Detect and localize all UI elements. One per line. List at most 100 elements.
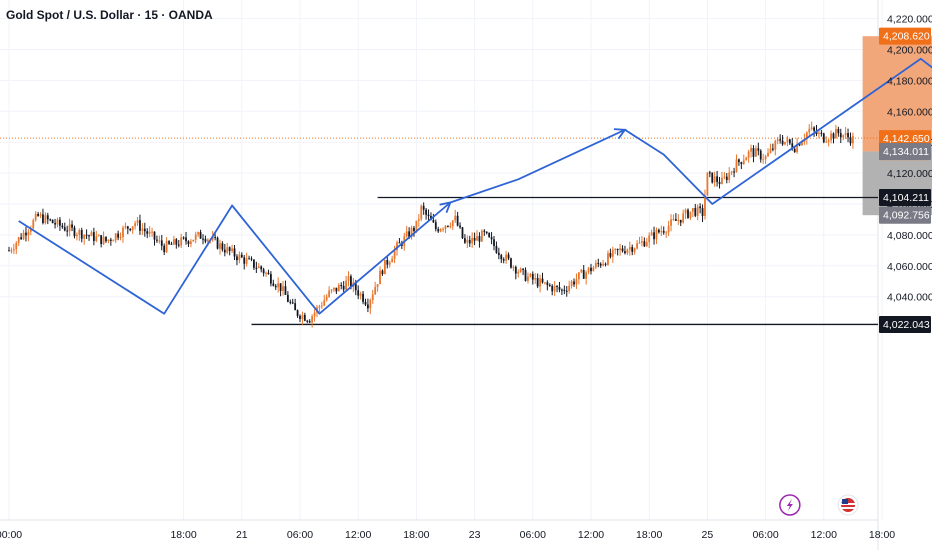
y-tick-label: 4,080.000	[887, 230, 932, 242]
candle-body	[260, 266, 263, 270]
price-tag-value: 4,208.620	[883, 31, 930, 43]
candle-body	[522, 268, 524, 270]
price-tag-value: 4,022.043	[883, 319, 930, 331]
candle-body	[311, 316, 314, 323]
candle-body	[638, 242, 641, 244]
candle-body	[565, 290, 568, 292]
candle-body	[20, 237, 23, 240]
candle-body	[44, 215, 47, 223]
candle-body	[425, 209, 427, 215]
candle-body	[796, 143, 799, 153]
candle-body	[531, 273, 534, 280]
candle-body	[798, 143, 801, 146]
candle-body	[66, 230, 69, 232]
candle-body	[286, 294, 289, 302]
candle-body	[333, 287, 335, 290]
candle-body	[204, 238, 207, 242]
price-tag	[879, 188, 931, 206]
candle-body	[248, 258, 250, 260]
candle-body	[303, 314, 306, 321]
candle-body	[665, 232, 668, 234]
candle-body	[386, 259, 389, 265]
candle-body	[182, 237, 185, 239]
candle-body	[243, 257, 246, 264]
candle-body	[422, 205, 425, 210]
candle-body	[245, 258, 248, 264]
candle-body	[536, 278, 539, 287]
candle-body	[100, 235, 103, 245]
candle-body	[211, 236, 214, 240]
candle-body	[619, 248, 621, 251]
candle-body	[68, 224, 71, 232]
x-axis: 00:00 18:00 21 06:00 12:00 18:00 23 06:00 12:00 1…	[0, 529, 895, 541]
candle-body	[585, 272, 588, 279]
candle-body	[852, 135, 854, 144]
y-tick-label: 4,180.000	[887, 75, 932, 87]
candle-body	[10, 250, 13, 252]
candle-body	[711, 172, 714, 183]
candle-body	[71, 224, 73, 228]
candle-body	[175, 239, 178, 245]
projection-path-line[interactable]	[18, 33, 932, 315]
candle-body	[148, 231, 151, 234]
candle-body	[284, 286, 287, 295]
candle-body	[561, 289, 563, 291]
candle-body	[231, 248, 233, 251]
candle-body	[362, 293, 364, 302]
candle-body	[822, 133, 825, 143]
candle-body	[330, 289, 333, 291]
candle-body	[165, 241, 168, 253]
candle-body	[633, 248, 636, 252]
candle-body	[265, 272, 267, 274]
candle-body	[590, 267, 592, 272]
candle-body	[129, 228, 132, 231]
candle-body	[277, 283, 280, 288]
candle-body	[628, 247, 631, 250]
candle-body	[764, 156, 767, 160]
candle-body	[187, 241, 190, 245]
candle-body	[735, 159, 738, 173]
candle-body	[136, 220, 139, 224]
candle-body	[202, 238, 204, 240]
candle-body	[461, 227, 464, 239]
candle-body	[847, 133, 849, 138]
candle-body	[507, 254, 510, 259]
candle-body	[609, 253, 612, 257]
candle-body	[788, 139, 791, 144]
y-tick-label: 4,160.000	[887, 106, 932, 118]
candle-body	[658, 229, 660, 233]
candle-body	[15, 242, 18, 250]
candle-body	[740, 162, 743, 164]
x-tick-label: 06:00	[752, 529, 778, 541]
price-tag	[879, 27, 931, 45]
candle-body	[63, 227, 66, 231]
flag-canton	[842, 499, 849, 504]
candle-body	[61, 225, 64, 228]
candle-body	[376, 284, 379, 288]
projection-path[interactable]	[18, 33, 932, 315]
candle-body	[328, 290, 330, 297]
x-tick-label: 06:00	[287, 529, 313, 541]
candle-body	[109, 239, 112, 241]
candle-body	[599, 263, 602, 266]
candle-body	[427, 214, 430, 216]
candle-body	[226, 247, 229, 253]
candle-body	[660, 231, 663, 233]
arrowhead-icon	[613, 128, 627, 140]
candle-body	[502, 259, 505, 261]
candle-body	[805, 132, 808, 139]
candle-body	[779, 139, 782, 141]
candle-body	[534, 278, 537, 280]
event-markers[interactable]	[779, 494, 859, 516]
candle-body	[842, 135, 845, 138]
candle-body	[347, 276, 350, 281]
candle-body	[512, 266, 515, 268]
candle-body	[616, 248, 619, 251]
candle-body	[636, 243, 638, 249]
x-tick-label: 18:00	[403, 529, 429, 541]
candle-body	[325, 296, 328, 301]
y-tick-label: 4,220.000	[887, 14, 932, 26]
